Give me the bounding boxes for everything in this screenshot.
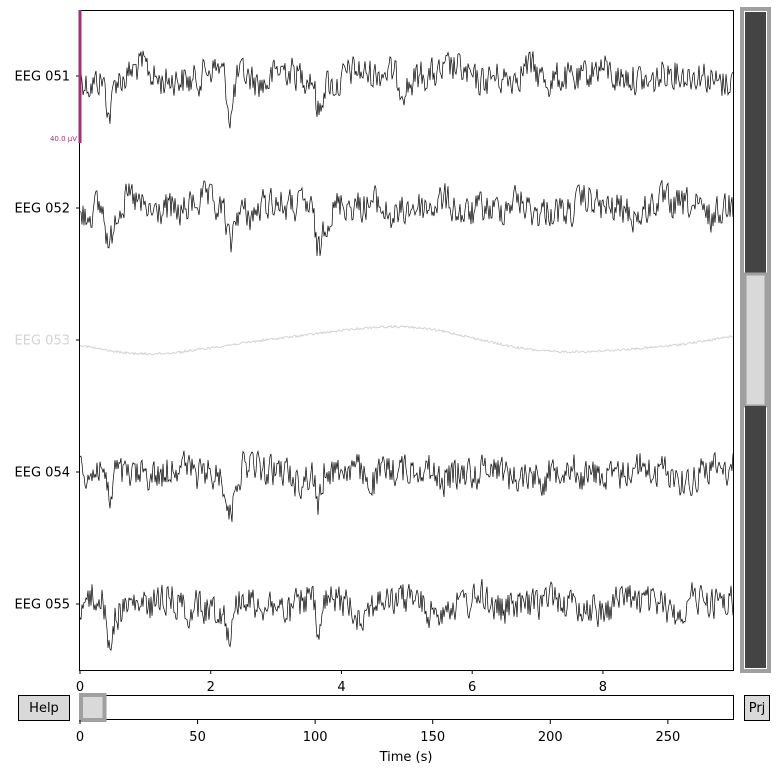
channel-labels: EEG 051 EEG 052 EEG 053 EEG 054 EEG 055	[15, 70, 80, 613]
scroll-tick-label: 200	[538, 730, 563, 745]
channel-label[interactable]: EEG 051	[15, 70, 70, 85]
channel-scrollbar-lower[interactable]	[745, 406, 766, 668]
channel-scrollbar[interactable]	[740, 7, 771, 673]
trace-eeg-053[interactable]	[79, 324, 734, 356]
trace-eeg-055[interactable]	[79, 578, 734, 651]
scroll-tick-label: 100	[303, 730, 328, 745]
trace-eeg-052[interactable]	[79, 180, 734, 257]
projector-button[interactable]: Prj	[744, 695, 770, 721]
channel-label[interactable]: EEG 052	[15, 202, 70, 217]
time-scrollbar-window[interactable]	[79, 693, 107, 722]
help-button[interactable]: Help	[18, 695, 70, 721]
x-tick-label: 4	[337, 680, 345, 695]
x-tick-label: 0	[76, 680, 84, 695]
channel-label[interactable]: EEG 055	[15, 598, 70, 613]
main-x-ticks: 0 2 4 6 8	[76, 670, 607, 695]
scroll-tick-label: 250	[655, 730, 680, 745]
channel-label[interactable]: EEG 053	[15, 334, 70, 349]
main-axes-frame	[79, 10, 734, 671]
time-scrollbar-frame[interactable]	[79, 695, 734, 720]
x-tick-label: 8	[599, 680, 607, 695]
scale-bar-label: 40.0 µV	[50, 135, 77, 143]
channel-scrollbar-frame[interactable]	[740, 7, 771, 673]
channel-scrollbar-window[interactable]	[743, 272, 768, 408]
channel-label[interactable]: EEG 054	[15, 466, 70, 481]
channel-scrollbar-upper[interactable]	[745, 12, 766, 274]
trace-eeg-051[interactable]	[79, 50, 734, 129]
x-tick-label: 6	[468, 680, 476, 695]
time-axis-label: Time (s)	[379, 750, 433, 765]
scroll-tick-label: 150	[420, 730, 445, 745]
traces-layer	[79, 50, 734, 651]
scroll-tick-label: 50	[189, 730, 206, 745]
x-tick-label: 2	[207, 680, 215, 695]
time-scrollbar-ticks: 0 50 100 150 200 250	[76, 720, 680, 745]
scroll-tick-label: 0	[76, 730, 84, 745]
trace-eeg-054[interactable]	[79, 450, 734, 523]
